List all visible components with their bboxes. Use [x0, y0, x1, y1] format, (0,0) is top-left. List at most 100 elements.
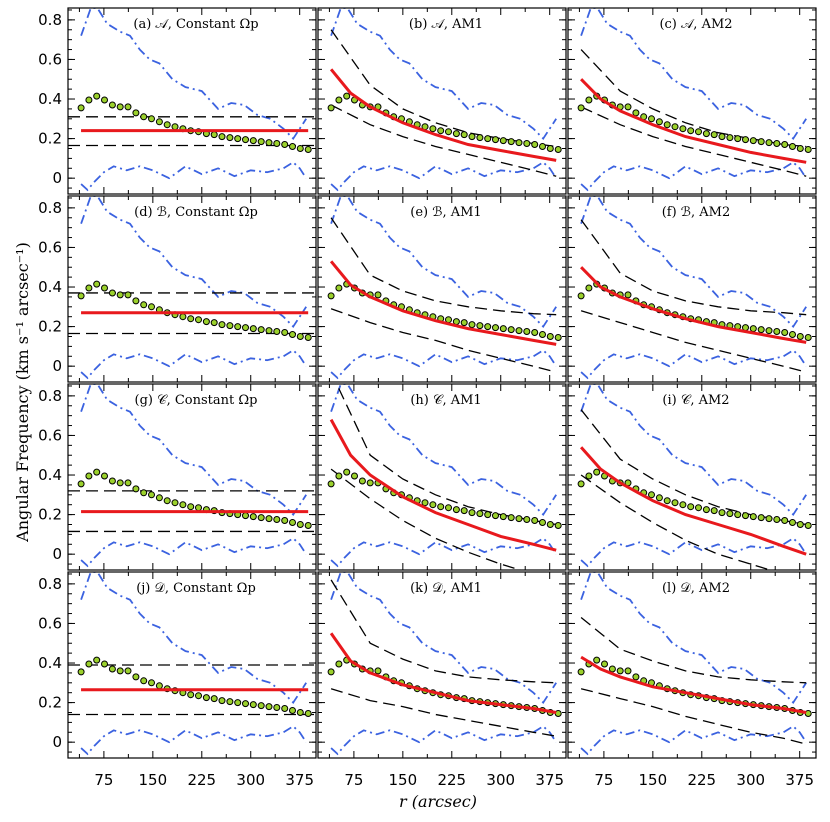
data-point [421, 499, 429, 507]
data-point [585, 472, 593, 480]
data-point [593, 656, 601, 664]
data-point [468, 133, 476, 141]
data-point [343, 92, 351, 100]
panel-frame [67, 571, 317, 759]
data-point [327, 292, 335, 300]
plot-area-c [577, 8, 812, 192]
data-point [171, 499, 179, 507]
panel-frame [567, 195, 817, 383]
data-point [531, 141, 539, 148]
panel-label: (g) 𝒞, Constant Ωp [135, 393, 258, 408]
data-point [116, 291, 124, 299]
data-point [242, 700, 249, 708]
y-tick-label: 0.4 [38, 466, 62, 484]
y-tick-label: 0.2 [38, 318, 62, 336]
ticks-h [318, 384, 566, 570]
y-axis-title: Angular Frequency (km s⁻¹ arcsec⁻¹) [13, 242, 32, 543]
panel-k: (k) 𝒟, AM1 [317, 571, 567, 759]
data-point [249, 701, 257, 709]
x-tick-label: 375 [785, 771, 814, 789]
limit-upper-line [330, 572, 557, 705]
data-point [523, 516, 531, 523]
y-tick-label: 0.6 [38, 614, 62, 632]
model-curve [580, 78, 807, 164]
data-point [632, 673, 640, 681]
data-point [108, 289, 116, 297]
data-point [273, 704, 281, 711]
y-tick-label: 0.6 [38, 426, 62, 444]
x-tick-label: 75 [594, 771, 613, 789]
data-point [773, 140, 781, 147]
x-tick-label: 225 [687, 771, 716, 789]
data-point [289, 331, 296, 338]
model-curve [580, 266, 807, 344]
data-point [702, 506, 710, 514]
data-point [789, 519, 796, 526]
x-tick-label: 300 [486, 771, 515, 789]
y-tick-label: 0.2 [38, 694, 62, 712]
data-point [679, 501, 687, 509]
panel-label: (j) 𝒟, Constant Ωp [136, 581, 256, 596]
data-point [77, 480, 85, 488]
data-point [452, 318, 460, 326]
data-point [148, 679, 155, 687]
data-point [531, 329, 539, 336]
data-point [289, 707, 296, 714]
data-point [546, 333, 554, 340]
data-point [265, 515, 273, 523]
data-point [585, 284, 593, 292]
data-point [93, 656, 101, 664]
data-point [155, 494, 163, 502]
data-point [265, 703, 273, 711]
data-point [218, 133, 226, 141]
data-point [179, 313, 187, 321]
data-point [796, 521, 804, 528]
data-point [85, 472, 93, 480]
data-point [108, 665, 116, 673]
data-point [289, 143, 296, 150]
data-point [484, 323, 492, 331]
data-point [296, 709, 304, 716]
data-point [445, 504, 452, 512]
data-point [132, 673, 140, 681]
limit-lower-line [580, 725, 807, 756]
data-point [226, 322, 234, 330]
band-lower-line [580, 474, 773, 570]
limit-lower-line [580, 537, 807, 568]
data-point [335, 284, 343, 292]
panel-j: (j) 𝒟, Constant Ωp [67, 571, 317, 759]
data-point [116, 479, 124, 487]
data-point [507, 326, 515, 334]
plot-area-b [327, 8, 562, 192]
x-tick-label: 225 [187, 771, 216, 789]
limit-lower-line [330, 161, 557, 192]
data-point [773, 328, 781, 335]
data-point [281, 517, 289, 524]
data-point [507, 138, 515, 146]
data-point [296, 521, 304, 528]
panel-frame [317, 7, 567, 195]
y-tick-label: 0.6 [38, 50, 62, 68]
data-point [773, 516, 781, 523]
data-point [132, 485, 140, 493]
data-point [148, 115, 155, 123]
panel-e: (e) ℬ, AM1 [317, 195, 567, 383]
ticks-g [68, 384, 316, 570]
limit-lower-line [330, 349, 557, 380]
data-point [265, 327, 273, 335]
x-tick-label: 300 [236, 771, 265, 789]
data-point [515, 515, 523, 523]
data-point [281, 329, 289, 336]
band-lower-line [330, 104, 557, 177]
band-lower-line [580, 688, 807, 745]
data-point [710, 131, 718, 139]
data-point [655, 494, 663, 502]
data-point [242, 512, 249, 520]
plot-area-j [68, 572, 316, 756]
data-point [163, 121, 171, 129]
data-point [492, 512, 499, 520]
model-curve [329, 418, 557, 552]
data-point [140, 489, 148, 497]
data-point [476, 510, 484, 518]
